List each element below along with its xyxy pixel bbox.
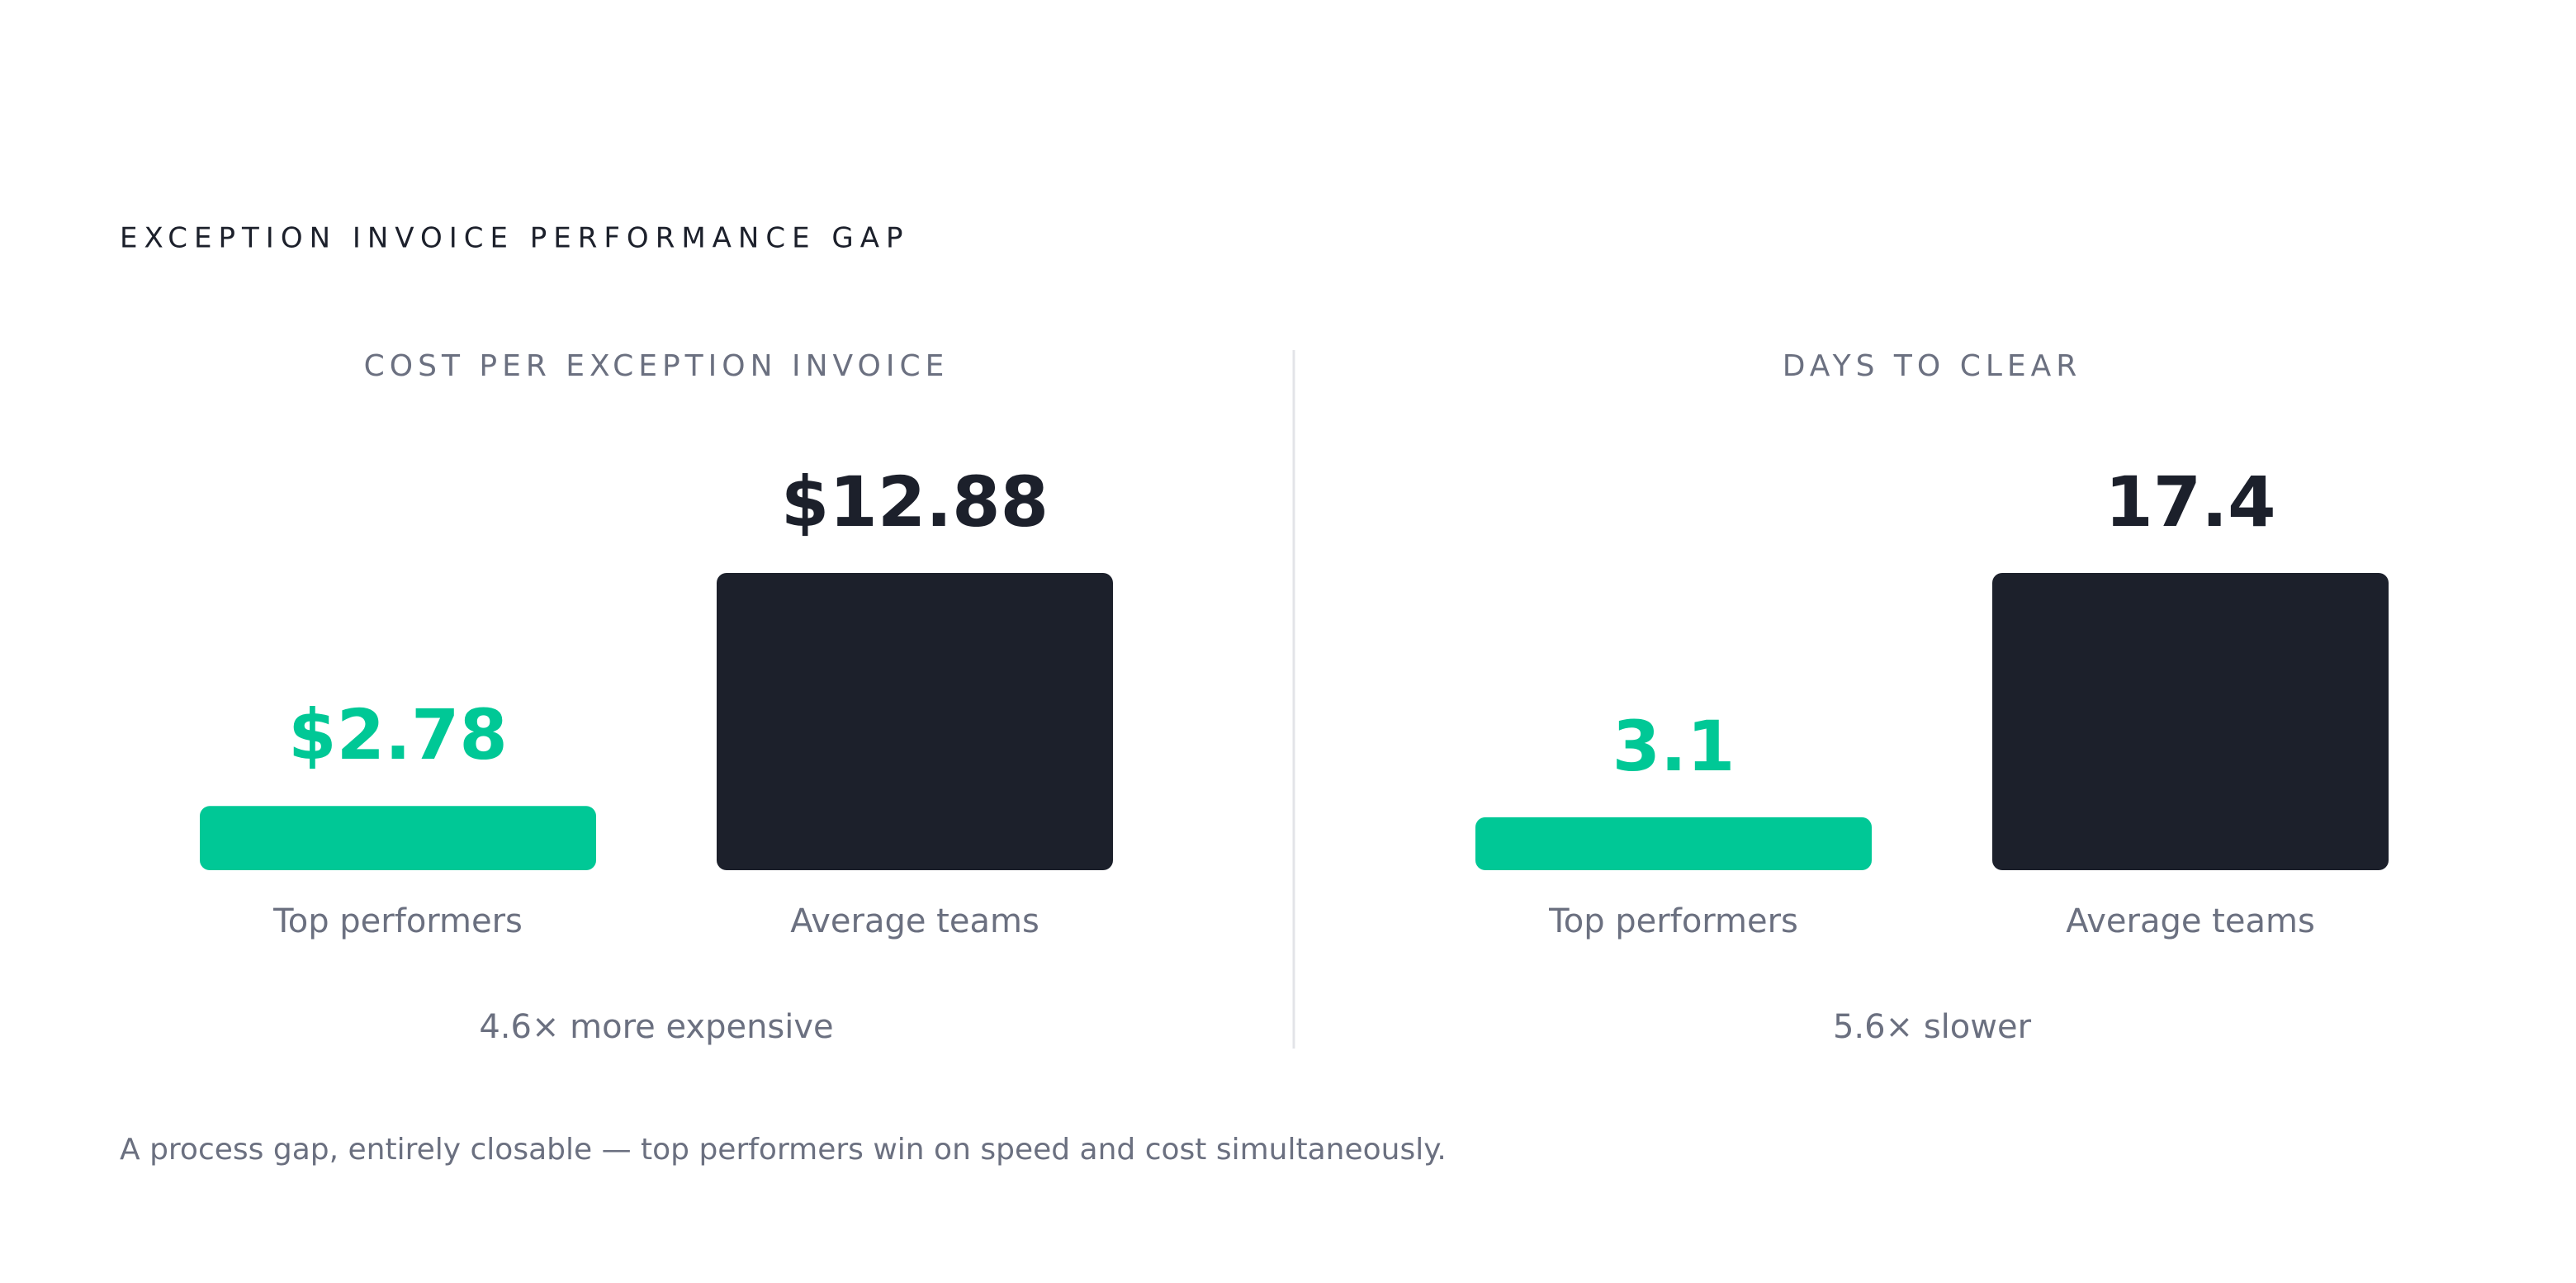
category-label: Top performers — [272, 902, 523, 940]
panel-title: DAYS TO CLEAR — [1783, 349, 2082, 383]
category-label: Top performers — [1548, 902, 1798, 940]
page-title: EXCEPTION INVOICE PERFORMANCE GAP — [120, 222, 909, 255]
bar — [1992, 573, 2389, 870]
bar — [1475, 817, 1872, 870]
category-label: Average teams — [2066, 902, 2315, 940]
panel-title: COST PER EXCEPTION INVOICE — [364, 349, 949, 383]
value-label: 17.4 — [2105, 462, 2275, 542]
value-label: $2.78 — [288, 694, 508, 775]
bar — [200, 806, 596, 870]
comparison-note: 4.6× more expensive — [479, 1008, 833, 1046]
bar — [717, 573, 1113, 870]
comparison-note: 5.6× slower — [1833, 1008, 2032, 1046]
footnote: A process gap, entirely closable — top p… — [120, 1133, 1447, 1167]
value-label: $12.88 — [781, 462, 1049, 542]
category-label: Average teams — [790, 902, 1039, 940]
value-label: 3.1 — [1612, 706, 1735, 787]
